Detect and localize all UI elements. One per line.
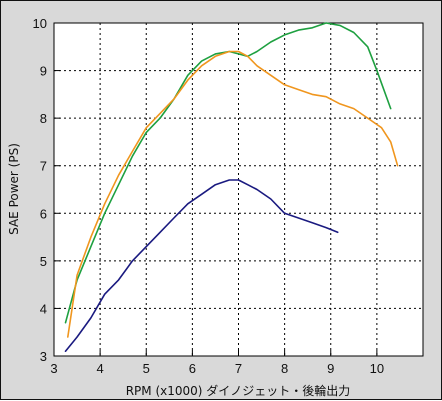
- x-tick-label: 8: [281, 361, 288, 376]
- series-line-3: [64, 179, 339, 353]
- y-axis-label: SAE Power (PS): [7, 143, 21, 235]
- y-tick-label: 5: [40, 254, 47, 269]
- y-tick-label: 3: [40, 349, 47, 364]
- x-tick-label: 4: [97, 361, 104, 376]
- x-tick-label: 6: [189, 361, 196, 376]
- x-tick-label: 7: [235, 361, 242, 376]
- y-tick-labels: 3 4 5 6 7 8 9 10: [33, 16, 47, 364]
- series-line-1: [64, 22, 392, 324]
- y-tick-label: 9: [40, 64, 47, 79]
- y-tick-label: 10: [33, 16, 47, 31]
- x-tick-label: 3: [50, 361, 57, 376]
- x-tick-labels: 3 4 5 6 7 8 9 10: [50, 361, 384, 376]
- x-tick-label: 5: [143, 361, 150, 376]
- series-line-2: [67, 50, 399, 338]
- series-lines: [64, 22, 399, 353]
- x-tick-label: 10: [370, 361, 384, 376]
- y-tick-label: 4: [40, 301, 47, 316]
- y-tick-label: 6: [40, 206, 47, 221]
- y-tick-label: 8: [40, 111, 47, 126]
- y-tick-label: 7: [40, 159, 47, 174]
- grid: [53, 22, 424, 357]
- plot-border: [53, 22, 424, 357]
- x-tick-label: 9: [327, 361, 334, 376]
- x-axis-label: RPM (x1000) ダイノジェット・後輪出力: [126, 383, 351, 398]
